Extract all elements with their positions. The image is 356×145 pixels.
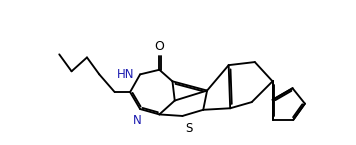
Text: S: S xyxy=(185,122,193,135)
Text: N: N xyxy=(133,114,141,127)
Text: HN: HN xyxy=(117,68,135,81)
Text: O: O xyxy=(155,40,164,53)
